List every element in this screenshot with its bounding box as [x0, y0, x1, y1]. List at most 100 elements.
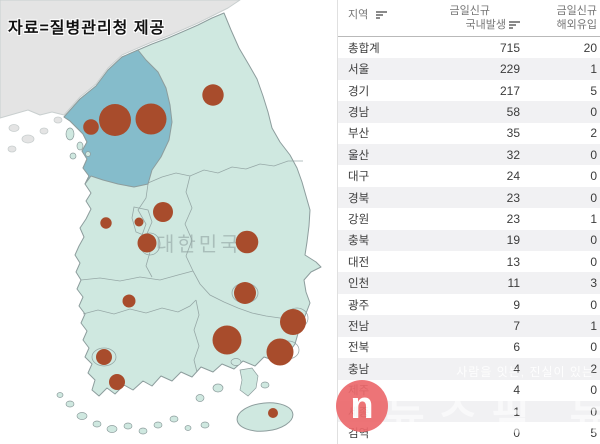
table-row[interactable]: 부산 35 2: [338, 123, 600, 144]
table-row[interactable]: 세종 1 0: [338, 400, 600, 423]
imported-cell: 3: [590, 276, 597, 291]
imported-cell: 0: [590, 104, 597, 119]
map-bubble-대구[interactable]: [234, 282, 256, 304]
source-caption: 자료=질병관리청 제공: [8, 20, 166, 37]
region-header-label: 지역: [348, 8, 369, 21]
map-bubble-대전[interactable]: [137, 233, 157, 253]
imported-cell: 0: [590, 169, 597, 184]
map-bubble-인천[interactable]: [83, 119, 99, 135]
bubble-layer: [83, 84, 306, 418]
map-bubble-충남[interactable]: [100, 217, 112, 229]
map-bubble-충북[interactable]: [153, 202, 173, 222]
region-cell: 인천: [348, 278, 370, 291]
map-bubble-세종[interactable]: [134, 217, 144, 227]
table-row[interactable]: 경남 58 0: [338, 101, 600, 123]
table-row[interactable]: 광주 9 0: [338, 294, 600, 315]
map-bubble-제주[interactable]: [268, 408, 278, 418]
domestic-cell: 7: [513, 318, 520, 333]
region-cell: 경기: [348, 85, 370, 98]
imported-cell: 0: [590, 340, 597, 355]
imported-cell: 0: [590, 233, 597, 248]
table-row[interactable]: 인천 11 3: [338, 272, 600, 294]
imported-cell: 1: [590, 62, 597, 77]
region-cell: 경남: [348, 106, 370, 119]
coastal-islands: [56, 127, 270, 435]
column-header-region[interactable]: 지역: [338, 0, 434, 36]
region-cell: 충남: [348, 363, 370, 376]
map-bubble-경북[interactable]: [235, 230, 259, 254]
region-cell: 경북: [348, 192, 370, 205]
country-label: 대한민국: [156, 233, 242, 256]
table-row[interactable]: 충북 19 0: [338, 229, 600, 252]
table-row[interactable]: 총합계 715 20: [338, 37, 600, 58]
region-cell: 전북: [348, 342, 370, 355]
domestic-cell: 229: [499, 62, 520, 77]
region-cell: 총합계: [348, 42, 380, 55]
table-row[interactable]: 경기 217 5: [338, 80, 600, 101]
region-cell: 대전: [348, 256, 370, 269]
region-cell: 검역: [348, 428, 370, 441]
table-row[interactable]: 울산 32 0: [338, 144, 600, 166]
map-bubble-강원[interactable]: [202, 84, 224, 106]
region-cell: 강원: [348, 213, 370, 226]
imported-cell: 0: [590, 383, 597, 398]
sort-icon[interactable]: [509, 20, 520, 30]
imported-header-line1: 금일신규: [556, 5, 597, 17]
domestic-cell: 32: [506, 147, 520, 162]
region-cell: 서울: [348, 64, 370, 77]
map-bubble-울산[interactable]: [280, 309, 306, 335]
map-bubble-경남[interactable]: [212, 325, 242, 355]
domestic-cell: 4: [513, 361, 520, 376]
north-korea-islands: [7, 116, 63, 153]
region-cell: 세종: [348, 406, 370, 419]
table-row[interactable]: 제주 4 0: [338, 380, 600, 401]
table-row[interactable]: 전남 7 1: [338, 315, 600, 337]
imported-cell: 0: [590, 404, 597, 419]
map-bubble-광주[interactable]: [96, 349, 112, 365]
domestic-cell: 23: [506, 211, 520, 226]
table-row[interactable]: 검역 0 5: [338, 422, 600, 443]
map-bubble-경기[interactable]: [135, 103, 167, 135]
region-cell: 울산: [348, 149, 370, 162]
imported-cell: 1: [590, 318, 597, 333]
table-row[interactable]: 강원 23 1: [338, 208, 600, 229]
imported-header-line2: 해외유입: [556, 19, 597, 31]
domestic-cell: 24: [506, 169, 520, 184]
domestic-cell: 217: [499, 83, 520, 98]
imported-cell: 0: [590, 147, 597, 162]
table-row[interactable]: 대구 24 0: [338, 165, 600, 186]
map-bubble-전남[interactable]: [109, 374, 125, 390]
domestic-cell: 11: [507, 276, 520, 291]
map-svg: 대한민국: [0, 0, 322, 435]
map-bubble-부산[interactable]: [266, 338, 294, 366]
domestic-cell: 23: [506, 190, 520, 205]
imported-cell: 2: [590, 126, 597, 141]
domestic-cell: 13: [506, 254, 520, 269]
imported-cell: 0: [590, 254, 597, 269]
domestic-header-line1: 금일신규: [449, 5, 490, 17]
region-cell: 광주: [348, 299, 370, 312]
map-bubble-서울[interactable]: [99, 104, 131, 136]
region-cell: 전남: [348, 320, 370, 333]
korea-bubble-map: 대한민국 자료=질병관리청 제공: [0, 0, 322, 435]
imported-cell: 0: [590, 190, 597, 205]
table-row[interactable]: 전북 6 0: [338, 337, 600, 358]
column-header-domestic[interactable]: 금일신규 국내발생: [434, 0, 520, 36]
table-row[interactable]: 충남 4 2: [338, 358, 600, 380]
table-body: 총합계 715 20 서울 229 1 경기 217 5 경남 58 0 부산 35 2 울산 32 0 대구 24 0…: [338, 37, 600, 444]
imported-cell: 5: [590, 426, 597, 441]
table-row[interactable]: 서울 229 1: [338, 58, 600, 80]
region-cell: 제주: [348, 385, 370, 398]
imported-cell: 0: [590, 297, 597, 312]
domestic-cell: 1: [513, 404, 520, 419]
domestic-cell: 4: [513, 383, 520, 398]
table-row[interactable]: 대전 13 0: [338, 251, 600, 272]
table-row[interactable]: 경북 23 0: [338, 186, 600, 209]
region-data-table: 지역 금일신규 국내발생 금일신규 해외유입 총합계 715 20 서울 229 1 경기 2…: [337, 0, 600, 444]
sort-icon[interactable]: [376, 10, 388, 20]
domestic-cell: 9: [513, 297, 520, 312]
column-header-imported[interactable]: 금일신규 해외유입: [520, 0, 600, 36]
map-bubble-전북[interactable]: [122, 294, 136, 308]
region-cell: 대구: [348, 171, 370, 184]
jeju-island: [236, 402, 294, 432]
